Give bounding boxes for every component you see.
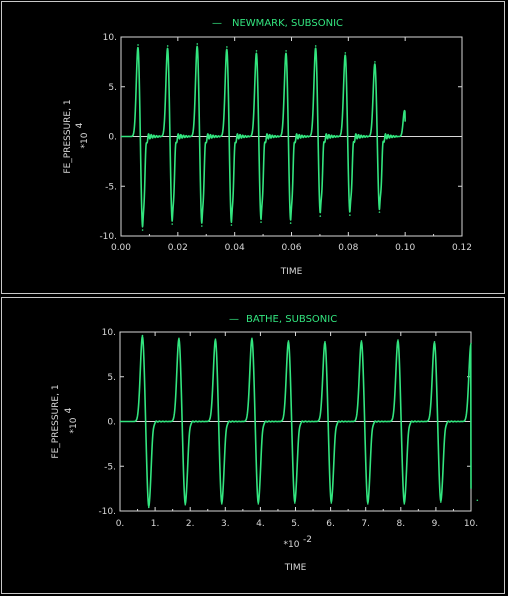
y-tick-label: 0. [107, 418, 116, 428]
x-tick-label: 5. [291, 519, 300, 529]
series-trough-point [184, 503, 187, 506]
series-trough-point [230, 224, 233, 226]
x-tick-label: 1. [151, 519, 160, 529]
series-peak-point [226, 46, 228, 48]
y-multiplier-exponent: 4 [75, 122, 85, 128]
y-tick-label: -10. [99, 232, 117, 242]
chart-newmark-svg: — NEWMARK, SUBSONIC 0.00 0.02 0.04 0.06 0.08 0.… [63, 18, 472, 277]
series-peak-point [166, 45, 169, 47]
legend-marker: — [229, 314, 239, 325]
series-trough-point [440, 501, 442, 503]
x-multiplier-exponent: -2 [303, 535, 312, 545]
series-peak-point [433, 341, 436, 343]
series-peak-point [141, 334, 144, 337]
x-tick-label: 6. [326, 519, 335, 529]
chart-title: BATHE, SUBSONIC [246, 314, 337, 325]
chart-panel-newmark: — NEWMARK, SUBSONIC 0.00 0.02 0.04 0.06 0.08 0.… [1, 1, 505, 294]
chart-title: NEWMARK, SUBSONIC [232, 18, 343, 29]
legend-marker: — [212, 18, 222, 29]
series-trough-point [378, 211, 381, 213]
series-peak-point [251, 337, 253, 340]
series-peak-point [178, 337, 180, 340]
series-peak-point [214, 338, 217, 340]
x-tick-label: 0.06 [281, 243, 301, 253]
series-trough-point [220, 503, 223, 505]
x-tick-label: 7. [361, 519, 370, 529]
series-trough-point [349, 214, 351, 216]
x-tick-label: 10. [464, 519, 478, 529]
y-multiplier-base: *10 [69, 417, 79, 433]
series-peak-point [397, 339, 399, 341]
x-tick-label: 0.02 [168, 243, 188, 253]
series-trough-point [476, 499, 479, 502]
y-multiplier-exponent: 4 [64, 407, 74, 413]
y-tick-label: -5. [104, 462, 116, 472]
y-multiplier-base: *10 [80, 132, 90, 148]
x-tick-label: 4. [256, 519, 265, 529]
series-trough-point [147, 506, 150, 509]
series-trough-point [257, 503, 260, 505]
series-peak-point [285, 50, 287, 52]
x-axis-label: TIME [284, 563, 307, 573]
y-tick-label: -5. [105, 182, 117, 192]
y-tick-label: 5. [108, 83, 117, 93]
series-peak-point [344, 52, 347, 54]
series-trough-point [171, 223, 174, 225]
x-tick-label: 8. [397, 519, 406, 529]
series-peak-point [196, 43, 199, 45]
series-trough-point [141, 229, 144, 231]
series-trough-point [330, 502, 333, 504]
series-line-0 [119, 335, 472, 508]
series-trough-point [260, 221, 262, 223]
series-peak-point [255, 50, 258, 52]
series-trough-point [201, 225, 203, 227]
series-peak-point [360, 340, 363, 342]
series-trough-point [289, 222, 292, 224]
y-axis-label: FE_PRESSURE, 1 [51, 384, 61, 458]
y-multiplier: *10 4 [75, 122, 90, 148]
y-axis-label: FE_PRESSURE, 1 [63, 99, 73, 173]
y-tick-label: 10. [103, 33, 117, 43]
series-peak-point [324, 341, 326, 343]
y-tick-label: 10. [102, 328, 116, 338]
series-line-0 [120, 45, 406, 228]
series-peak-point [470, 342, 472, 345]
chart-bathe-svg: — BATHE, SUBSONIC 0. 1. 2. 3. 4. 5. 6. 7. 8. 9. 10. 1… [51, 314, 479, 573]
series-peak-point [137, 44, 139, 46]
x-tick-label: 9. [432, 519, 441, 529]
x-tick-label: 0.10 [395, 243, 415, 253]
x-tick-label: 0.04 [225, 243, 245, 253]
series-trough-point [367, 503, 369, 505]
x-tick-label: 0.00 [111, 243, 131, 253]
x-tick-label: 0. [116, 519, 125, 529]
x-tick-label: 0.12 [452, 243, 472, 253]
y-tick-label: 5. [107, 373, 116, 383]
x-tick-label: 2. [186, 519, 195, 529]
x-axis-label: TIME [280, 267, 303, 277]
y-tick-label: 0. [108, 133, 117, 143]
series-peak-point [314, 45, 317, 47]
series-trough-point [293, 502, 296, 504]
x-multiplier-base: *10 [284, 540, 300, 550]
x-tick-label: 3. [221, 519, 230, 529]
series-trough-point [319, 215, 322, 217]
x-tick-label: 0.08 [338, 243, 358, 253]
series-peak-point [374, 61, 376, 63]
series-trough-point [403, 503, 406, 505]
series-peak-point [287, 340, 290, 342]
y-multiplier: *10 4 [64, 407, 79, 433]
chart-panel-bathe: — BATHE, SUBSONIC 0. 1. 2. 3. 4. 5. 6. 7. 8. 9. 10. 1… [1, 297, 505, 594]
y-tick-label: -10. [98, 507, 116, 517]
